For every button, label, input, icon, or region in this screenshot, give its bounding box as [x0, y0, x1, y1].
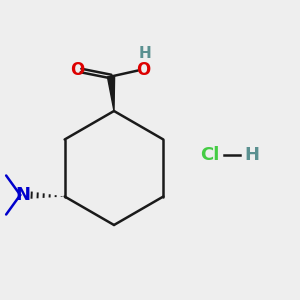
Polygon shape [107, 76, 115, 111]
Text: H: H [139, 46, 152, 62]
Text: O: O [70, 61, 85, 79]
Text: H: H [244, 146, 260, 164]
Text: N: N [16, 186, 31, 204]
Text: Cl: Cl [200, 146, 220, 164]
Text: O: O [136, 61, 150, 79]
